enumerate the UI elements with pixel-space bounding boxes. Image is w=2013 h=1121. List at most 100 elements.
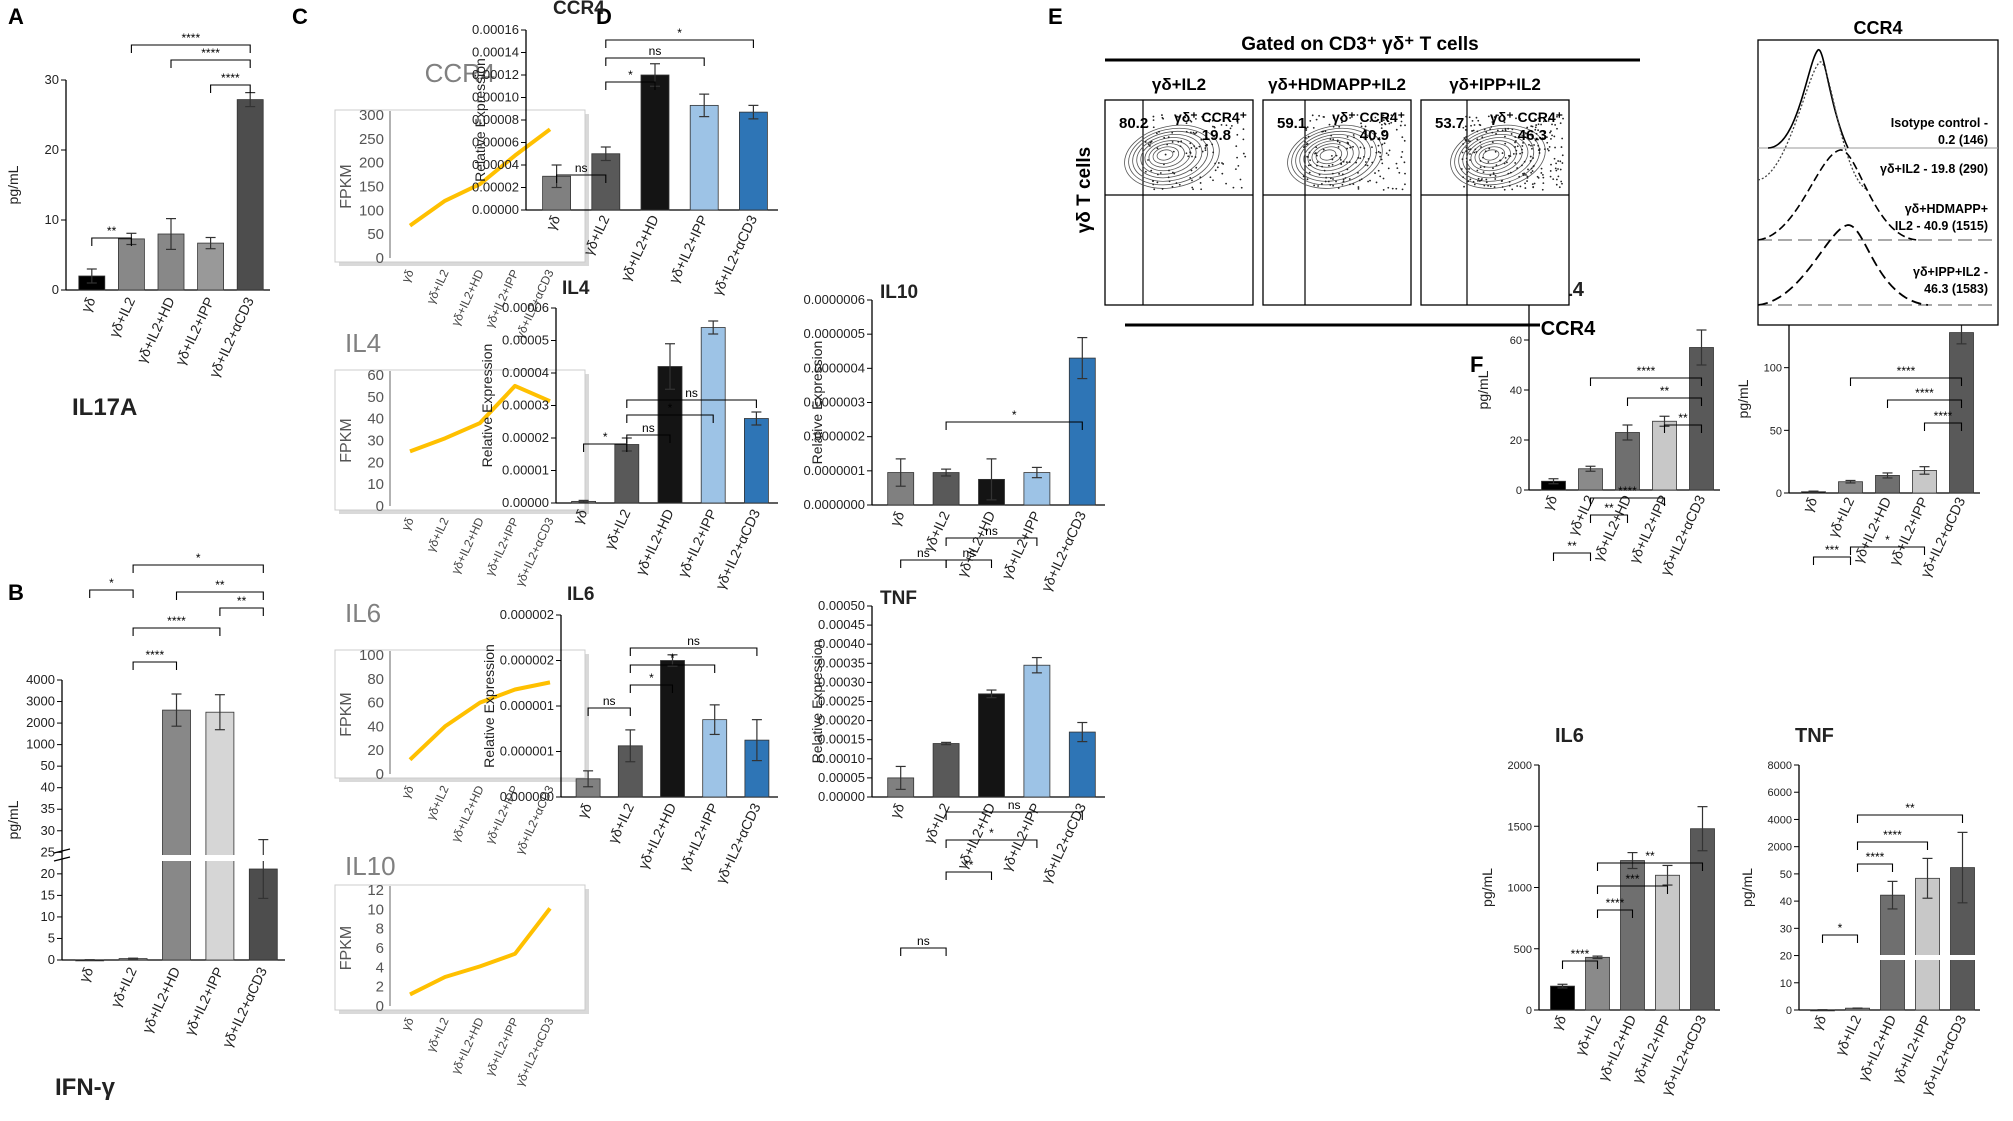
event-dot <box>1483 166 1486 168</box>
y-tick-label: 10 <box>367 476 384 493</box>
significance-bracket <box>945 839 1038 848</box>
event-dot <box>1543 148 1546 151</box>
event-dot <box>1468 168 1470 170</box>
event-dot <box>1201 150 1204 153</box>
bar <box>1068 731 1096 798</box>
y-tick-label: 0.000002 <box>500 607 554 622</box>
event-dot <box>1370 138 1372 141</box>
histogram-legend: Isotype control - <box>1891 116 1988 130</box>
significance-label: **** <box>1618 484 1637 498</box>
contour <box>1136 134 1203 179</box>
event-dot <box>1316 161 1319 164</box>
event-dot <box>1377 169 1380 172</box>
event-dot <box>1551 123 1553 126</box>
event-dot <box>1236 121 1239 124</box>
event-dot <box>1163 163 1165 166</box>
y-tick-label: 60 <box>367 695 384 712</box>
event-dot <box>1469 159 1471 161</box>
event-dot <box>1519 152 1522 155</box>
event-dot <box>1501 129 1504 132</box>
event-dot <box>1538 152 1541 154</box>
significance-label: ns <box>687 634 700 648</box>
event-dot <box>1531 183 1534 186</box>
significance-label: * <box>109 576 114 590</box>
event-dot <box>1525 132 1527 135</box>
event-dot <box>1195 166 1198 169</box>
quadrant-right-value: 19.8 <box>1202 127 1231 144</box>
y-tick-label: 0.00003 <box>502 398 549 413</box>
event-dot <box>1382 119 1385 122</box>
event-dot <box>1542 176 1545 179</box>
bar <box>689 104 719 211</box>
event-dot <box>1360 178 1363 181</box>
x-tick-label: γδ <box>887 800 908 820</box>
event-dot <box>1532 157 1535 159</box>
event-dot <box>1395 162 1398 165</box>
significance-bracket <box>626 414 714 423</box>
event-dot <box>1542 120 1545 123</box>
bar <box>162 709 191 961</box>
significance-bracket <box>1561 960 1599 969</box>
y-tick-label: 0 <box>1786 1005 1792 1017</box>
event-dot <box>1561 137 1564 140</box>
event-dot <box>1390 121 1393 124</box>
event-dot <box>1364 161 1367 163</box>
significance-bracket <box>1663 424 1703 433</box>
event-dot <box>1504 156 1507 159</box>
significance-bracket <box>1552 552 1592 561</box>
event-dot <box>1478 180 1481 182</box>
event-dot <box>1322 148 1325 151</box>
event-dot <box>1305 129 1308 131</box>
event-dot <box>1357 171 1359 174</box>
event-dot <box>1558 186 1561 189</box>
chart-title: IL6 <box>345 598 381 628</box>
event-dot <box>1533 182 1536 185</box>
event-dot <box>1536 175 1539 178</box>
y-tick-label: 0.000000 <box>500 789 554 804</box>
event-dot <box>1180 140 1183 143</box>
y-tick-label: 6000 <box>1768 787 1792 799</box>
event-dot <box>1522 174 1525 177</box>
event-dot <box>1383 131 1386 134</box>
event-dot <box>1176 115 1179 118</box>
event-dot <box>1199 182 1202 184</box>
event-dot <box>1237 164 1240 167</box>
event-dot <box>1542 182 1545 184</box>
y-tick-label: 0.00012 <box>472 67 519 82</box>
y-tick-label: 0.00040 <box>818 636 865 651</box>
event-dot <box>1465 146 1468 149</box>
event-dot <box>1171 185 1174 188</box>
significance-bracket <box>945 559 993 568</box>
event-dot <box>1510 133 1513 135</box>
significance-bracket <box>1886 399 1963 408</box>
event-dot <box>1380 127 1383 130</box>
significance-label: * <box>670 651 675 665</box>
significance-label: * <box>677 26 682 40</box>
y-tick-label: 10 <box>367 901 384 918</box>
event-dot <box>1554 167 1557 170</box>
event-dot <box>1339 117 1342 120</box>
event-dot <box>1511 128 1514 131</box>
event-dot <box>1340 121 1343 124</box>
event-dot <box>1560 180 1563 183</box>
y-tick-label: 0.00001 <box>502 463 549 478</box>
event-dot <box>1321 165 1324 168</box>
event-dot <box>1489 174 1492 177</box>
event-dot <box>1381 162 1384 165</box>
event-dot <box>1194 118 1197 120</box>
quadrant-left-value: 53.7 <box>1435 115 1464 132</box>
event-dot <box>1529 160 1532 162</box>
event-dot <box>1526 176 1529 179</box>
event-dot <box>1533 144 1535 146</box>
significance-bracket <box>1856 841 1929 850</box>
event-dot <box>1311 114 1314 117</box>
series-line <box>409 907 552 997</box>
event-dot <box>1472 180 1475 183</box>
significance-label: **** <box>181 31 200 45</box>
y-tick-label: 20 <box>45 142 59 157</box>
event-dot <box>1515 149 1518 152</box>
x-tick-label: γδ+IL2 <box>424 783 452 822</box>
event-dot <box>1494 178 1497 180</box>
y-axis-label: pg/mL <box>1735 379 1751 418</box>
event-dot <box>1338 125 1341 128</box>
